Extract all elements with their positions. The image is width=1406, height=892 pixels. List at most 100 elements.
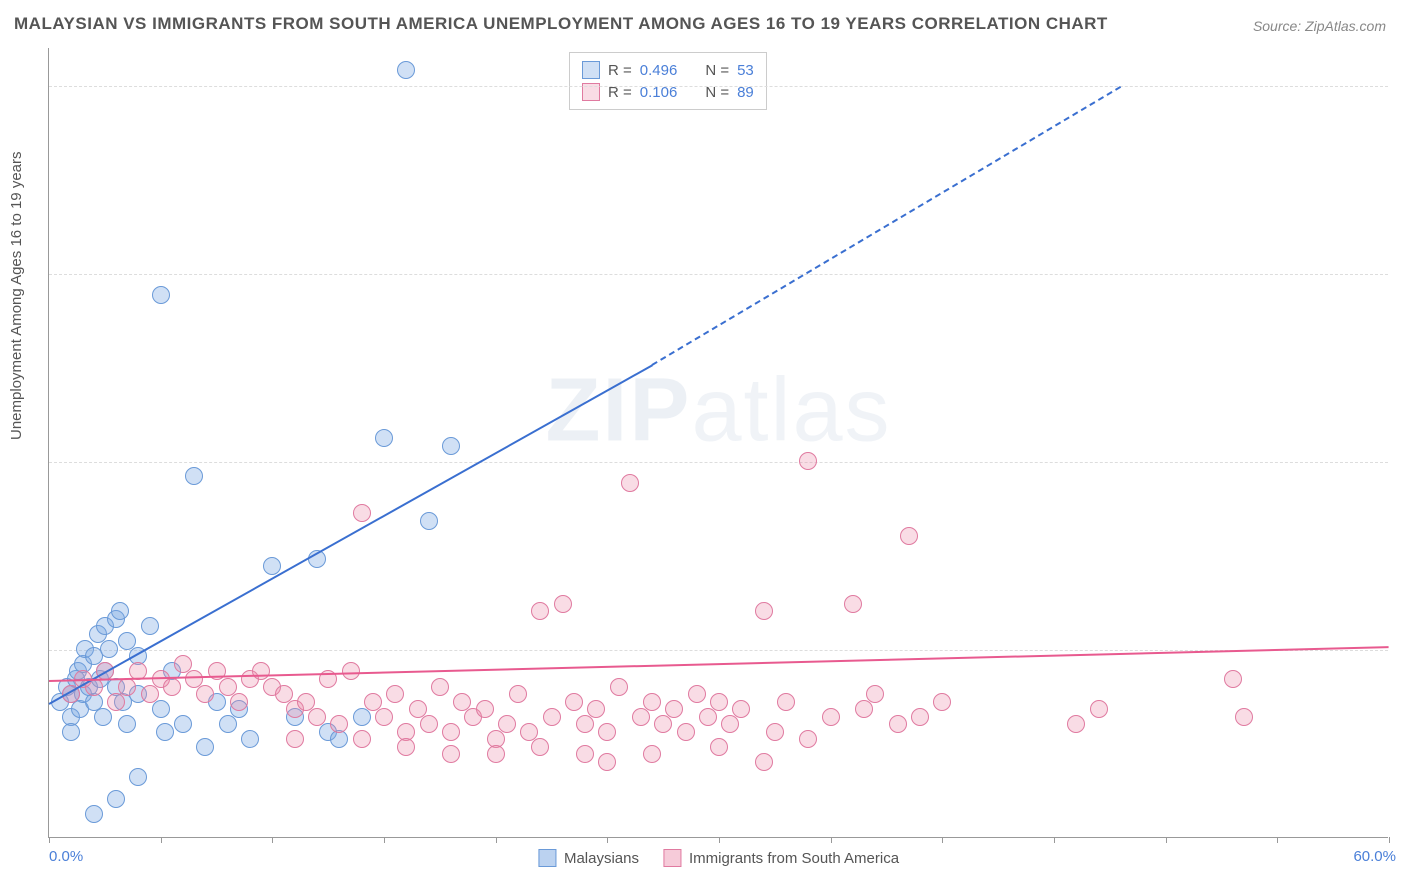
data-point	[1224, 670, 1242, 688]
data-point	[699, 708, 717, 726]
x-tick	[831, 837, 832, 843]
x-tick	[1054, 837, 1055, 843]
data-point	[554, 595, 572, 613]
data-point	[688, 685, 706, 703]
data-point	[353, 730, 371, 748]
data-point	[330, 715, 348, 733]
data-point	[587, 700, 605, 718]
data-point	[386, 685, 404, 703]
x-tick	[1166, 837, 1167, 843]
data-point	[777, 693, 795, 711]
data-point	[677, 723, 695, 741]
data-point	[174, 715, 192, 733]
data-point	[308, 708, 326, 726]
data-point	[799, 730, 817, 748]
legend-swatch	[663, 849, 681, 867]
data-point	[353, 708, 371, 726]
x-tick	[1277, 837, 1278, 843]
legend-r-label: R =	[608, 62, 632, 79]
x-tick	[942, 837, 943, 843]
data-point	[94, 708, 112, 726]
data-point	[286, 730, 304, 748]
data-point	[111, 602, 129, 620]
data-point	[598, 753, 616, 771]
legend-label: Immigrants from South America	[689, 850, 899, 867]
data-point	[196, 685, 214, 703]
legend-swatch	[582, 61, 600, 79]
data-point	[766, 723, 784, 741]
legend-n-value: 53	[737, 62, 754, 79]
data-point	[487, 745, 505, 763]
data-point	[911, 708, 929, 726]
trend-line	[49, 364, 653, 704]
gridline	[49, 86, 1388, 87]
data-point	[397, 738, 415, 756]
data-point	[565, 693, 583, 711]
legend-n-label: N =	[705, 62, 729, 79]
data-point	[755, 753, 773, 771]
x-tick	[607, 837, 608, 843]
data-point	[375, 708, 393, 726]
data-point	[375, 429, 393, 447]
data-point	[1067, 715, 1085, 733]
data-point	[576, 715, 594, 733]
data-point	[62, 723, 80, 741]
data-point	[353, 504, 371, 522]
data-point	[498, 715, 516, 733]
data-point	[531, 738, 549, 756]
chart-title: MALAYSIAN VS IMMIGRANTS FROM SOUTH AMERI…	[14, 14, 1108, 34]
watermark-thin: atlas	[691, 360, 891, 460]
legend-bottom: Malaysians Immigrants from South America	[538, 849, 899, 867]
watermark: ZIPatlas	[545, 359, 891, 462]
y-tick-label: 50.0%	[1396, 453, 1406, 470]
data-point	[721, 715, 739, 733]
data-point	[732, 700, 750, 718]
x-tick	[1389, 837, 1390, 843]
legend-stat-row: R =0.106N =89	[582, 81, 754, 103]
y-tick-label: 100.0%	[1396, 77, 1406, 94]
data-point	[219, 715, 237, 733]
gridline	[49, 274, 1388, 275]
data-point	[442, 437, 460, 455]
x-tick	[496, 837, 497, 843]
data-point	[152, 286, 170, 304]
data-point	[844, 595, 862, 613]
data-point	[710, 693, 728, 711]
x-tick	[719, 837, 720, 843]
x-tick	[161, 837, 162, 843]
legend-label: Malaysians	[564, 850, 639, 867]
data-point	[576, 745, 594, 763]
x-axis-min-label: 0.0%	[49, 848, 83, 865]
x-axis-max-label: 60.0%	[1353, 848, 1396, 865]
data-point	[654, 715, 672, 733]
data-point	[420, 512, 438, 530]
data-point	[621, 474, 639, 492]
y-tick-label: 75.0%	[1396, 265, 1406, 282]
x-tick	[49, 837, 50, 843]
plot-area: ZIPatlas R =0.496N =53R =0.106N =89 Mala…	[48, 48, 1388, 838]
data-point	[889, 715, 907, 733]
x-tick	[272, 837, 273, 843]
data-point	[509, 685, 527, 703]
data-point	[755, 602, 773, 620]
data-point	[476, 700, 494, 718]
data-point	[643, 693, 661, 711]
data-point	[822, 708, 840, 726]
legend-item: Immigrants from South America	[663, 849, 899, 867]
y-axis-label: Unemployment Among Ages 16 to 19 years	[8, 151, 25, 440]
data-point	[866, 685, 884, 703]
legend-item: Malaysians	[538, 849, 639, 867]
trend-line	[49, 646, 1389, 682]
data-point	[1090, 700, 1108, 718]
data-point	[442, 723, 460, 741]
data-point	[900, 527, 918, 545]
data-point	[163, 678, 181, 696]
data-point	[141, 685, 159, 703]
data-point	[141, 617, 159, 635]
data-point	[230, 693, 248, 711]
data-point	[710, 738, 728, 756]
gridline	[49, 462, 1388, 463]
data-point	[442, 745, 460, 763]
data-point	[156, 723, 174, 741]
data-point	[85, 805, 103, 823]
